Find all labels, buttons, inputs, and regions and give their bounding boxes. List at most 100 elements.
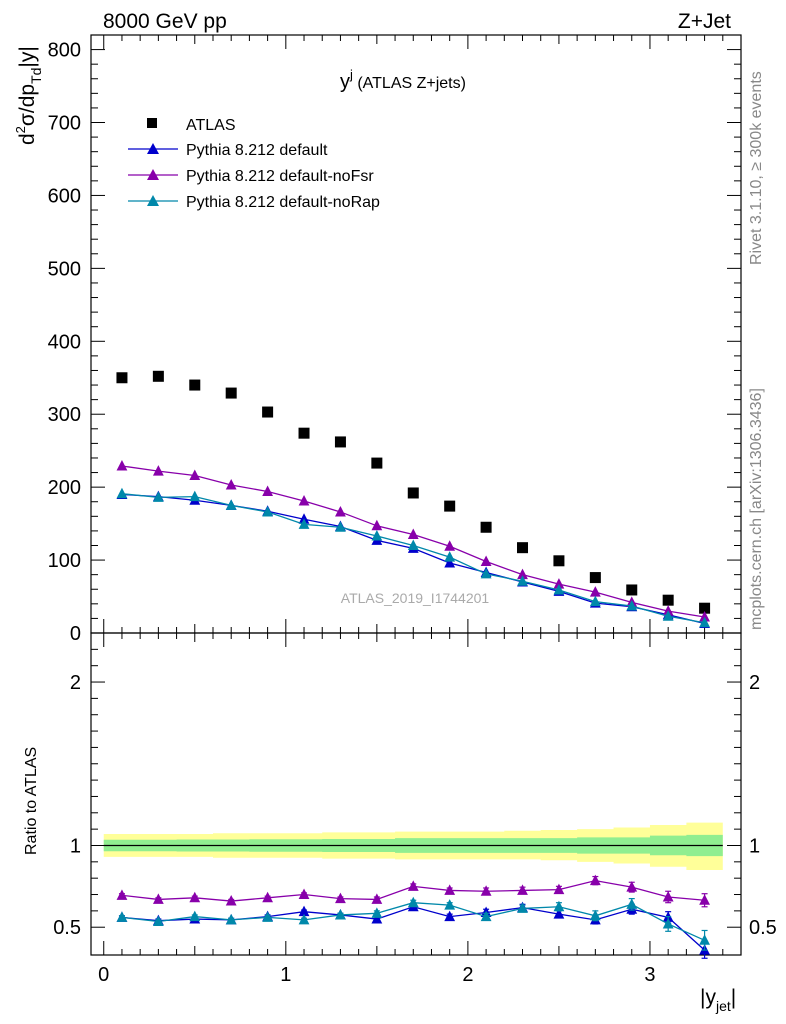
ratio-series-point-0	[444, 910, 456, 922]
ratio-y-tick-label-right: 1	[749, 835, 760, 857]
main-y-tick-label: 700	[48, 113, 81, 135]
ratio-series-point-2	[189, 910, 201, 922]
legend-marker-nofsr	[147, 169, 159, 180]
mc-series-point-2	[116, 459, 128, 471]
atlas-data-point	[334, 436, 346, 448]
mc-series-point-3	[553, 583, 565, 595]
legend-marker-default	[147, 143, 159, 154]
ratio-series-point-1	[225, 895, 237, 906]
x-tick-label: 1	[280, 964, 291, 986]
main-y-tick-label: 100	[48, 550, 81, 572]
ratio-series-point-1	[589, 874, 601, 886]
main-y-tick-label: 200	[48, 477, 81, 499]
ratio-series-point-2	[626, 898, 638, 909]
ratio-series-point-2	[225, 913, 237, 925]
ratio-series-point-1	[116, 889, 128, 900]
mc-series-point-3	[589, 595, 601, 607]
mc-series-point-2	[480, 555, 492, 567]
mc-series-point-3	[298, 518, 310, 529]
atlas-data-point	[589, 572, 601, 584]
legend-label-nofsr: Pythia 8.212 default-noFsr	[186, 168, 374, 185]
mc-series-point-3	[335, 521, 346, 532]
ratio-series-point-1	[298, 888, 310, 900]
mc-series-point-2	[444, 540, 456, 551]
header-energy: 8000 GeV pp	[103, 10, 227, 33]
ratio-series-point-0	[298, 905, 310, 917]
x-tick-label: 3	[644, 964, 655, 986]
mc-series-point-2	[189, 469, 201, 480]
atlas-data-point	[553, 555, 565, 567]
main-y-tick-label: 800	[48, 40, 81, 62]
mc-series-point-2	[335, 505, 346, 517]
ratio-series-point-2	[262, 911, 274, 922]
atlas-data-point	[298, 427, 310, 439]
mc-series-point-3	[262, 505, 274, 517]
ratio-series-point-1	[152, 893, 164, 904]
ratio-series-line-0	[121, 906, 706, 951]
main-y-tick-label: 400	[48, 331, 81, 353]
ratio-series-point-2	[335, 908, 346, 920]
ratio-series-point-1	[553, 883, 565, 895]
ratio-series-point-2	[517, 902, 528, 913]
mc-series-point-3	[480, 567, 492, 579]
ratio-series-point-1	[407, 880, 419, 891]
mc-series-point-2	[589, 586, 601, 597]
legend: ATLAS Pythia 8.212 default Pythia 8.212 …	[128, 117, 380, 211]
ratio-series-point-0	[371, 913, 383, 924]
main-y-axis-label: d2σ/dpTd|y|	[13, 46, 44, 145]
atlas-data-point	[407, 487, 419, 499]
main-y-tick-label: 500	[48, 258, 81, 280]
legend-marker-norap	[147, 195, 159, 206]
legend-label-norap: Pythia 8.212 default-noRap	[186, 194, 380, 211]
mc-series-point-2	[152, 465, 164, 476]
ratio-series-point-1	[517, 884, 528, 895]
main-y-tick-label: 0	[70, 623, 81, 645]
atlas-data-point	[699, 602, 711, 614]
mc-series-point-2	[517, 568, 528, 580]
legend-label-default: Pythia 8.212 default	[186, 142, 328, 159]
ratio-series-point-2	[480, 910, 492, 922]
mcplots-label: mcplots.cern.ch [arXiv:1306.3436]	[748, 388, 765, 630]
atlas-data-point	[225, 387, 237, 399]
mc-series-point-2	[371, 519, 383, 531]
x-tick-label: 0	[98, 964, 109, 986]
mc-series-point-3	[225, 499, 237, 510]
atlas-data-point	[262, 406, 274, 418]
ratio-series-point-2	[553, 900, 565, 912]
ratio-series-point-2	[116, 911, 128, 922]
mc-series-point-3	[407, 539, 419, 550]
mc-series-point-3	[626, 600, 638, 611]
ratio-series-point-1	[335, 892, 346, 904]
ratio-series-point-2	[444, 899, 456, 910]
ratio-y-tick-label: 0.5	[53, 917, 81, 939]
ratio-series-point-1	[262, 891, 274, 903]
mc-series-point-2	[262, 485, 274, 497]
legend-label-atlas: ATLAS	[186, 117, 236, 134]
ratio-series-point-2	[407, 896, 419, 908]
atlas-data-point	[444, 500, 456, 512]
ratio-plot-frame	[90, 632, 742, 956]
mc-series-point-2	[699, 610, 710, 622]
ratio-y-tick-label: 2	[70, 672, 81, 694]
ratio-series-point-1	[444, 884, 456, 895]
ratio-y-tick-label-right: 2	[749, 672, 760, 694]
ratio-series-point-2	[152, 915, 164, 926]
atlas-data-point	[371, 457, 383, 469]
ratio-y-tick-label-right: 0.5	[749, 917, 777, 939]
analysis-watermark: ATLAS_2019_I1744201	[341, 590, 490, 606]
x-tick-label: 2	[462, 964, 473, 986]
main-y-tick-label: 300	[48, 404, 81, 426]
main-plot-panel: 0 100 200 300 400 500 600 700 800 yj (ATLAS Z+je…	[13, 34, 742, 645]
mc-series-point-3	[699, 616, 710, 628]
main-y-tick-label: 600	[48, 185, 81, 207]
mc-series-point-2	[553, 578, 565, 589]
atlas-data-point	[116, 372, 128, 384]
x-axis-label: |yjet|	[700, 986, 736, 1014]
mc-series-point-3	[517, 575, 528, 586]
mc-series-point-3	[189, 490, 201, 502]
legend-marker-atlas	[147, 118, 157, 128]
atlas-data-point	[152, 370, 164, 382]
ratio-series-point-2	[589, 909, 601, 921]
rivet-label: Rivet 3.1.10, ≥ 300k events	[748, 71, 765, 265]
